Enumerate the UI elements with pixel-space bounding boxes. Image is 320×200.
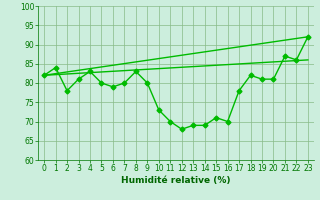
X-axis label: Humidité relative (%): Humidité relative (%) bbox=[121, 176, 231, 185]
